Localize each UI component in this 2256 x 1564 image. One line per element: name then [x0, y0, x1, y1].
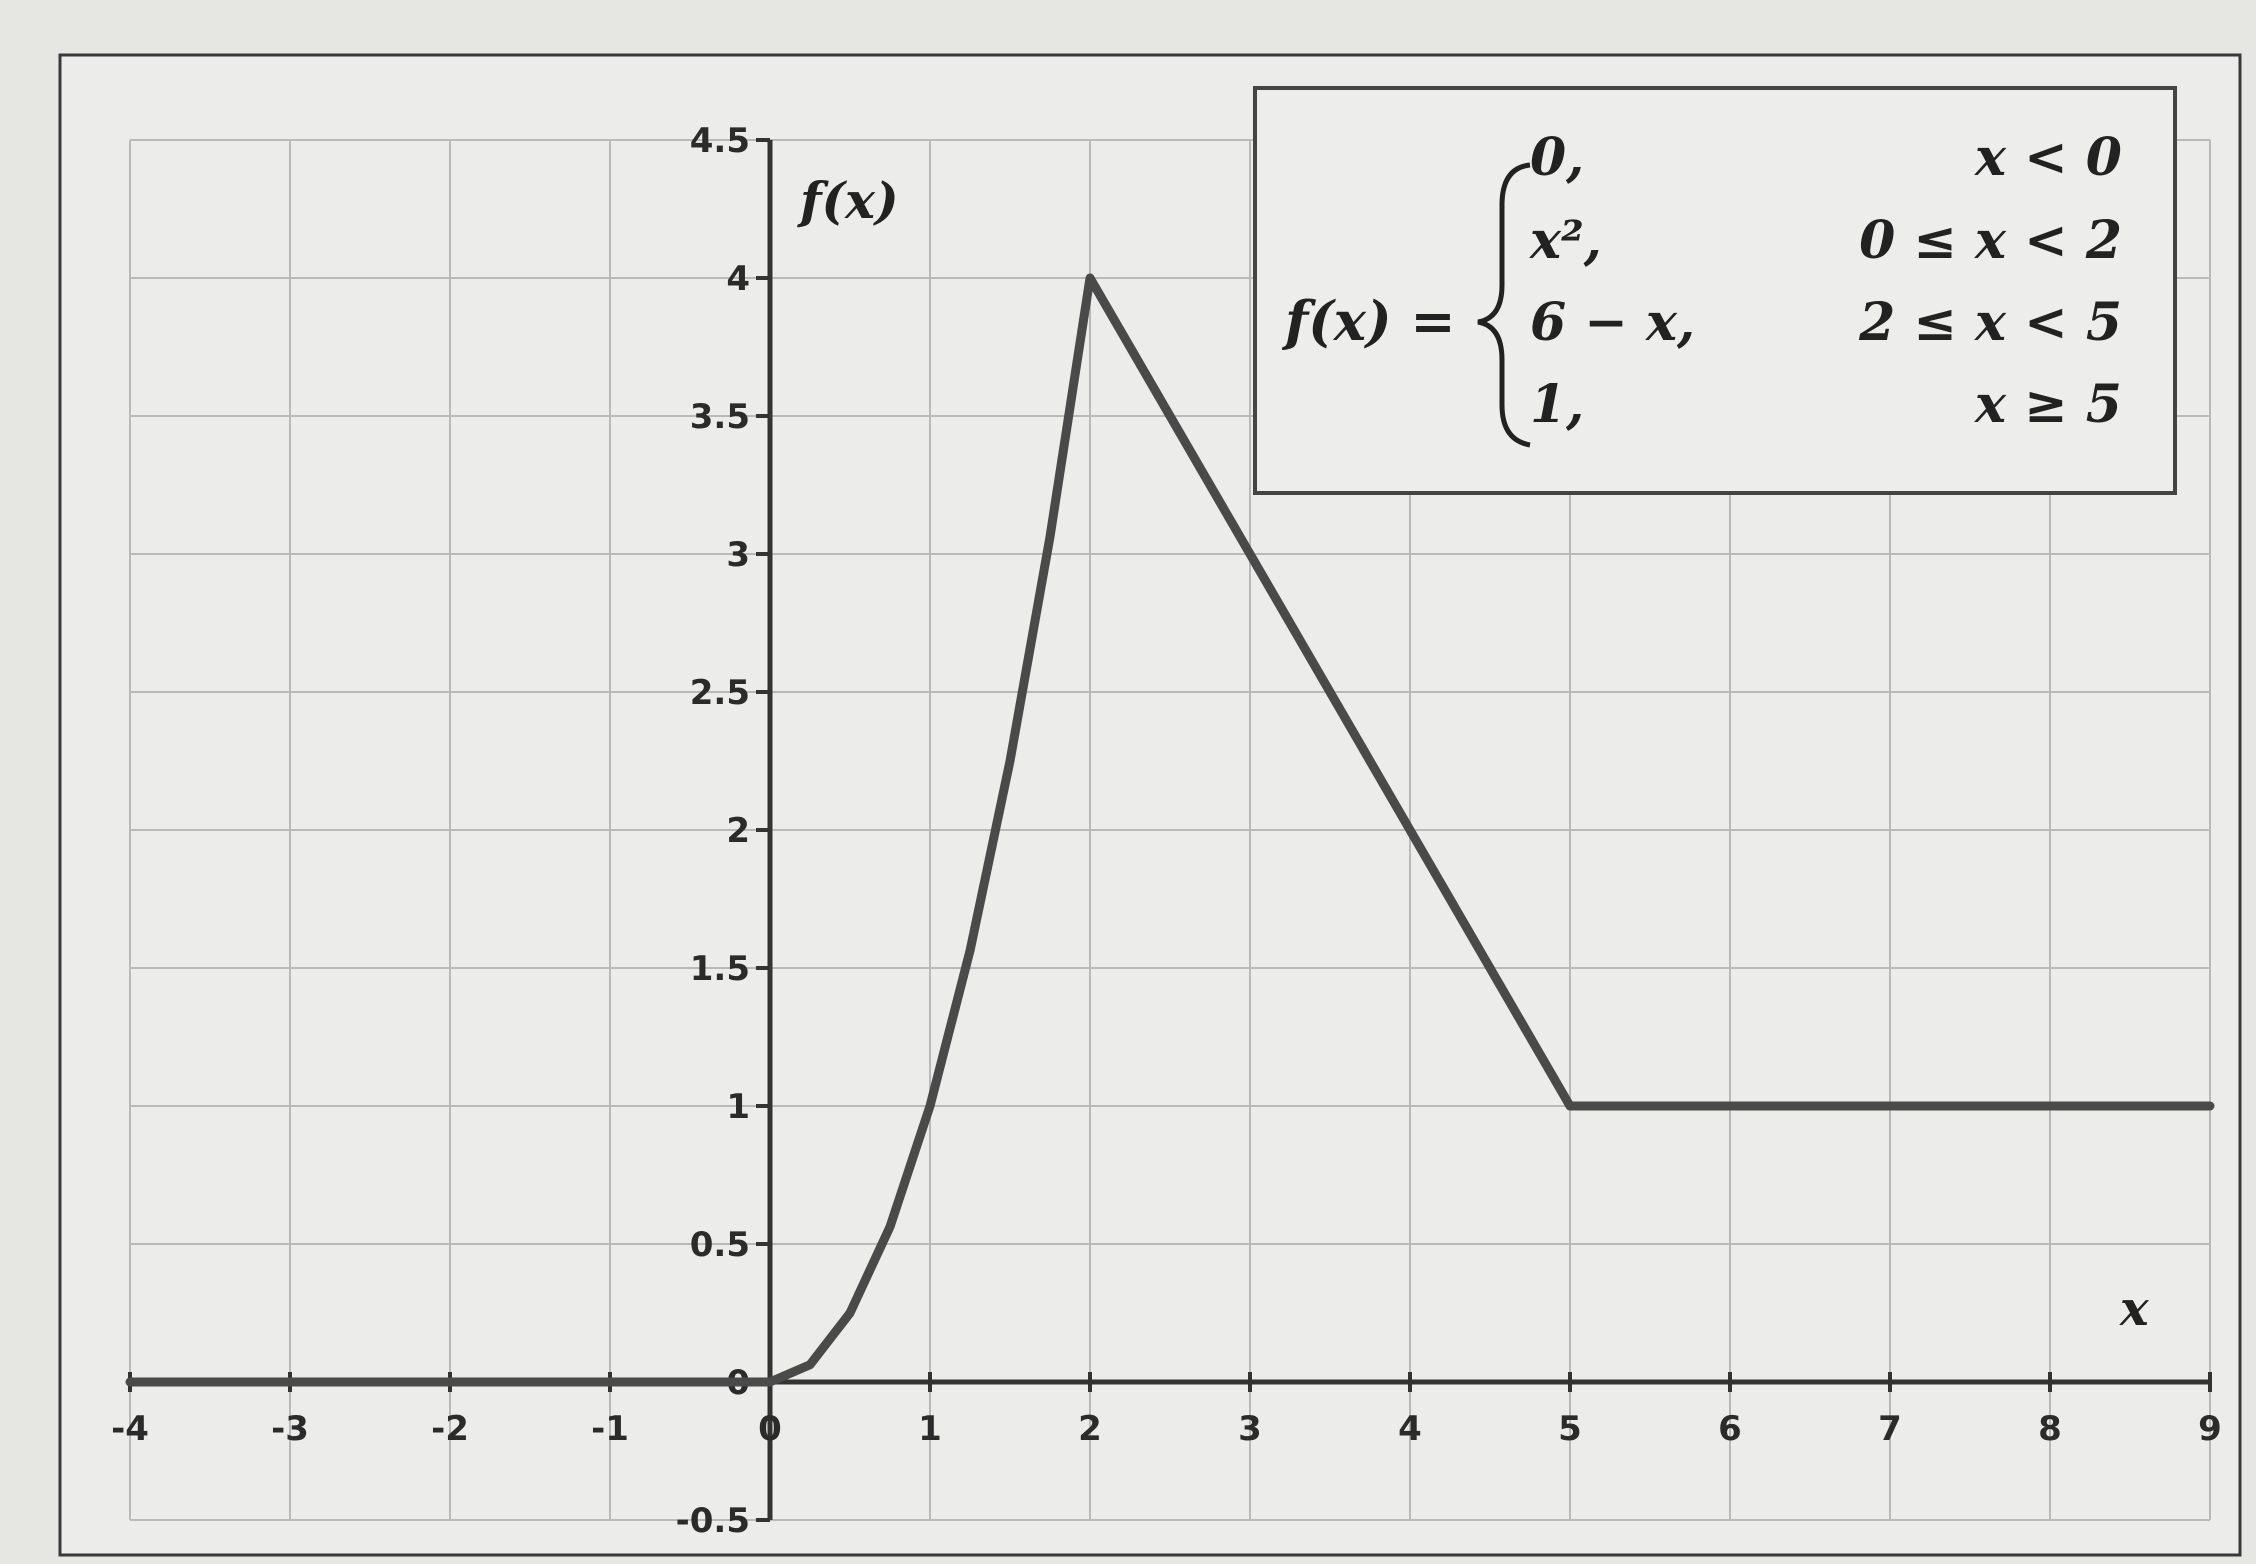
legend-cases: 0, x < 0 x², 0 ≤ x < 2 6 − x, 2 ≤ x < 5 1, x ≥… [1529, 127, 2122, 435]
x-tick-label: -1 [591, 1409, 629, 1449]
y-tick-label: -0.5 [676, 1501, 750, 1541]
y-tick-label: 1 [726, 1087, 750, 1127]
x-tick-label: 7 [1878, 1409, 1902, 1449]
legend-case-expr: 0, [1530, 127, 1584, 188]
series-line [125, 273, 2215, 1387]
legend-case-condition: 0 ≤ x < 2 [1859, 210, 2122, 271]
x-tick-label: -2 [431, 1409, 469, 1449]
x-tick-label: 6 [1718, 1409, 1742, 1449]
x-tick-label: 9 [2198, 1409, 2222, 1449]
x-tick-label: 1 [918, 1409, 942, 1449]
x-tick-label: 8 [2038, 1409, 2062, 1449]
legend-case-expr: 1, [1530, 374, 1584, 435]
legend-case-condition: x < 0 [1974, 127, 2122, 188]
y-tick-label: 1.5 [690, 949, 750, 989]
legend-case-expr: x², [1529, 210, 1602, 271]
y-tick-label: 3.5 [690, 397, 750, 437]
legend: f(x) = 0, x < 0 x², 0 ≤ x < 2 6 − x, 2 ≤ x <… [1253, 86, 2177, 495]
x-tick-label: 5 [1558, 1409, 1582, 1449]
y-ticks: -0.500.511.522.533.544.5 [676, 121, 770, 1541]
y-tick-label: 0.5 [690, 1225, 750, 1265]
x-tick-label: -3 [271, 1409, 309, 1449]
y-axis-label: f(x) [797, 171, 899, 230]
x-tick-label: 3 [1238, 1409, 1262, 1449]
y-tick-label: 2.5 [690, 673, 750, 713]
y-tick-label: 3 [726, 535, 750, 575]
legend-case-expr: 6 − x, [1530, 292, 1695, 353]
y-tick-label: 4 [726, 259, 750, 299]
brace [1477, 162, 1531, 448]
y-tick-label: 2 [726, 811, 750, 851]
legend-box [1253, 86, 2177, 495]
x-tick-label: 2 [1078, 1409, 1102, 1449]
legend-case-condition: 2 ≤ x < 5 [1858, 292, 2122, 353]
y-tick-label: 4.5 [690, 121, 750, 161]
x-tick-label: 4 [1398, 1409, 1422, 1449]
x-tick-label: -4 [111, 1409, 149, 1449]
legend-lhs: f(x) = [1281, 289, 1456, 353]
x-axis-label: x [2119, 1281, 2150, 1337]
legend-case-condition: x ≥ 5 [1974, 374, 2122, 435]
x-tick-label: 0 [758, 1409, 782, 1449]
